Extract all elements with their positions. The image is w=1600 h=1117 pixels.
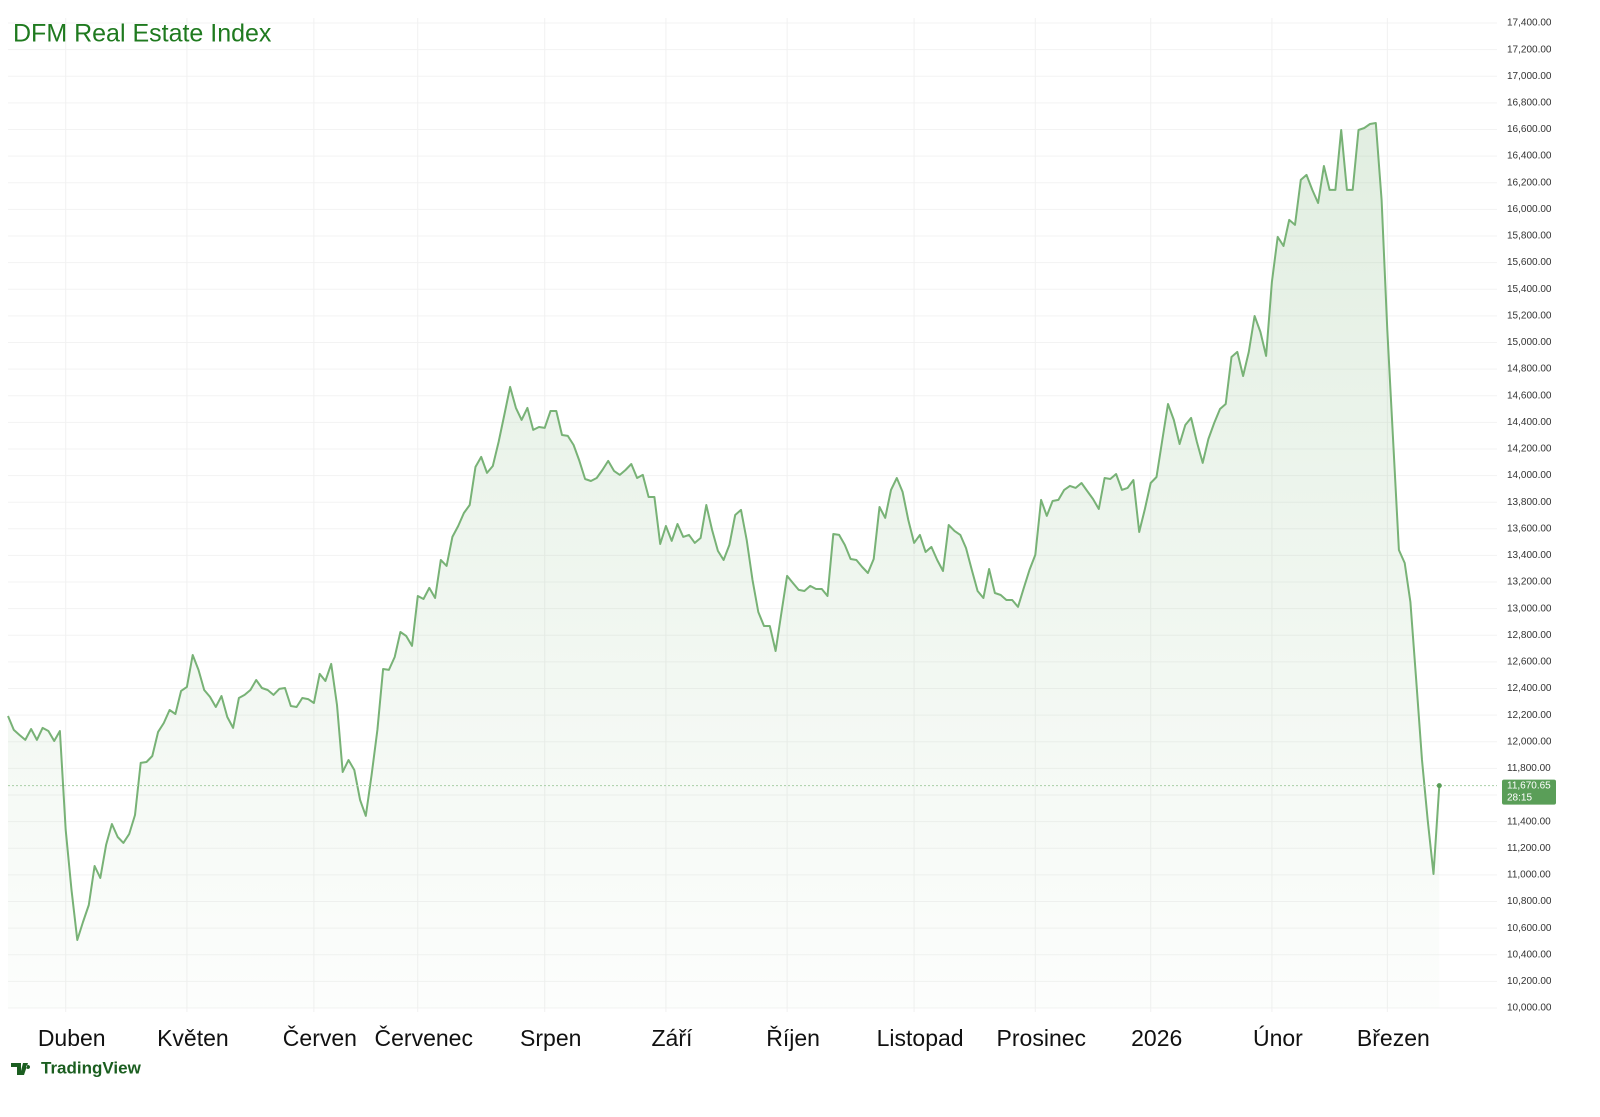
x-tick-label: Květen (157, 1025, 229, 1051)
y-tick-label: 16,800.00 (1507, 98, 1552, 109)
y-tick-label: 10,200.00 (1507, 976, 1552, 987)
brand-logo: TradingView (11, 1058, 142, 1077)
y-tick-label: 16,000.00 (1507, 204, 1552, 215)
y-tick-label: 13,400.00 (1507, 550, 1552, 561)
brand-name: TradingView (41, 1058, 142, 1077)
y-tick-label: 13,600.00 (1507, 523, 1552, 534)
y-tick-label: 12,200.00 (1507, 710, 1552, 721)
price-badge (1502, 779, 1556, 805)
y-tick-label: 17,200.00 (1507, 44, 1552, 55)
x-tick-label: Listopad (877, 1025, 964, 1051)
x-tick-label: Září (651, 1025, 693, 1051)
y-tick-label: 16,400.00 (1507, 151, 1552, 162)
y-tick-label: 15,400.00 (1507, 284, 1552, 295)
y-tick-label: 15,200.00 (1507, 310, 1552, 321)
x-tick-label: Duben (38, 1025, 106, 1051)
y-tick-label: 14,800.00 (1507, 364, 1552, 375)
y-tick-label: 13,800.00 (1507, 497, 1552, 508)
x-tick-label: Červen (283, 1024, 357, 1051)
chart-title: DFM Real Estate Index (13, 20, 272, 48)
y-tick-label: 16,600.00 (1507, 124, 1552, 135)
x-tick-label: Březen (1357, 1025, 1430, 1051)
y-tick-label: 14,200.00 (1507, 444, 1552, 455)
y-tick-label: 12,800.00 (1507, 630, 1552, 641)
last-point (1436, 783, 1442, 789)
countdown: 28:15 (1507, 792, 1532, 803)
y-tick-label: 14,000.00 (1507, 470, 1552, 481)
y-tick-label: 16,200.00 (1507, 177, 1552, 188)
x-tick-label: Únor (1253, 1025, 1303, 1051)
plot (7, 122, 1497, 1008)
y-tick-label: 12,400.00 (1507, 683, 1552, 694)
area-fill (8, 123, 1440, 1008)
x-tick-label: Říjen (766, 1025, 820, 1051)
y-tick-label: 15,000.00 (1507, 337, 1552, 348)
y-tick-label: 10,000.00 (1507, 1003, 1552, 1014)
y-tick-label: 11,200.00 (1507, 843, 1551, 854)
y-tick-label: 17,000.00 (1507, 71, 1552, 82)
logo-icon (11, 1063, 31, 1075)
y-tick-label: 15,800.00 (1507, 231, 1552, 242)
y-tick-label: 10,800.00 (1507, 896, 1552, 907)
y-tick-label: 13,000.00 (1507, 603, 1552, 614)
price-badge-label: 11,670.65 (1507, 780, 1551, 791)
axes: 10,000.00 10,200.00 10,400.00 10,600.00 10,8… (38, 18, 1556, 1051)
price-line (7, 122, 1441, 941)
y-tick-label: 15,600.00 (1507, 257, 1552, 268)
x-tick-label: 2026 (1131, 1025, 1182, 1051)
y-tick-label: 14,400.00 (1507, 417, 1552, 428)
y-tick-label: 17,400.00 (1507, 18, 1552, 29)
y-tick-label: 11,400.00 (1507, 816, 1551, 827)
x-tick-label: Srpen (520, 1025, 581, 1051)
y-tick-label: 14,600.00 (1507, 390, 1552, 401)
x-tick-label: Prosinec (997, 1025, 1086, 1051)
y-tick-label: 10,400.00 (1507, 949, 1552, 960)
y-tick-label: 11,000.00 (1507, 870, 1551, 881)
y-tick-label: 13,200.00 (1507, 577, 1552, 588)
y-tick-label: 11,800.00 (1507, 763, 1551, 774)
y-tick-label: 10,600.00 (1507, 923, 1552, 934)
x-tick-label: Červenec (375, 1024, 473, 1051)
y-tick-label: 12,000.00 (1507, 736, 1552, 747)
y-tick-label: 12,600.00 (1507, 657, 1552, 668)
